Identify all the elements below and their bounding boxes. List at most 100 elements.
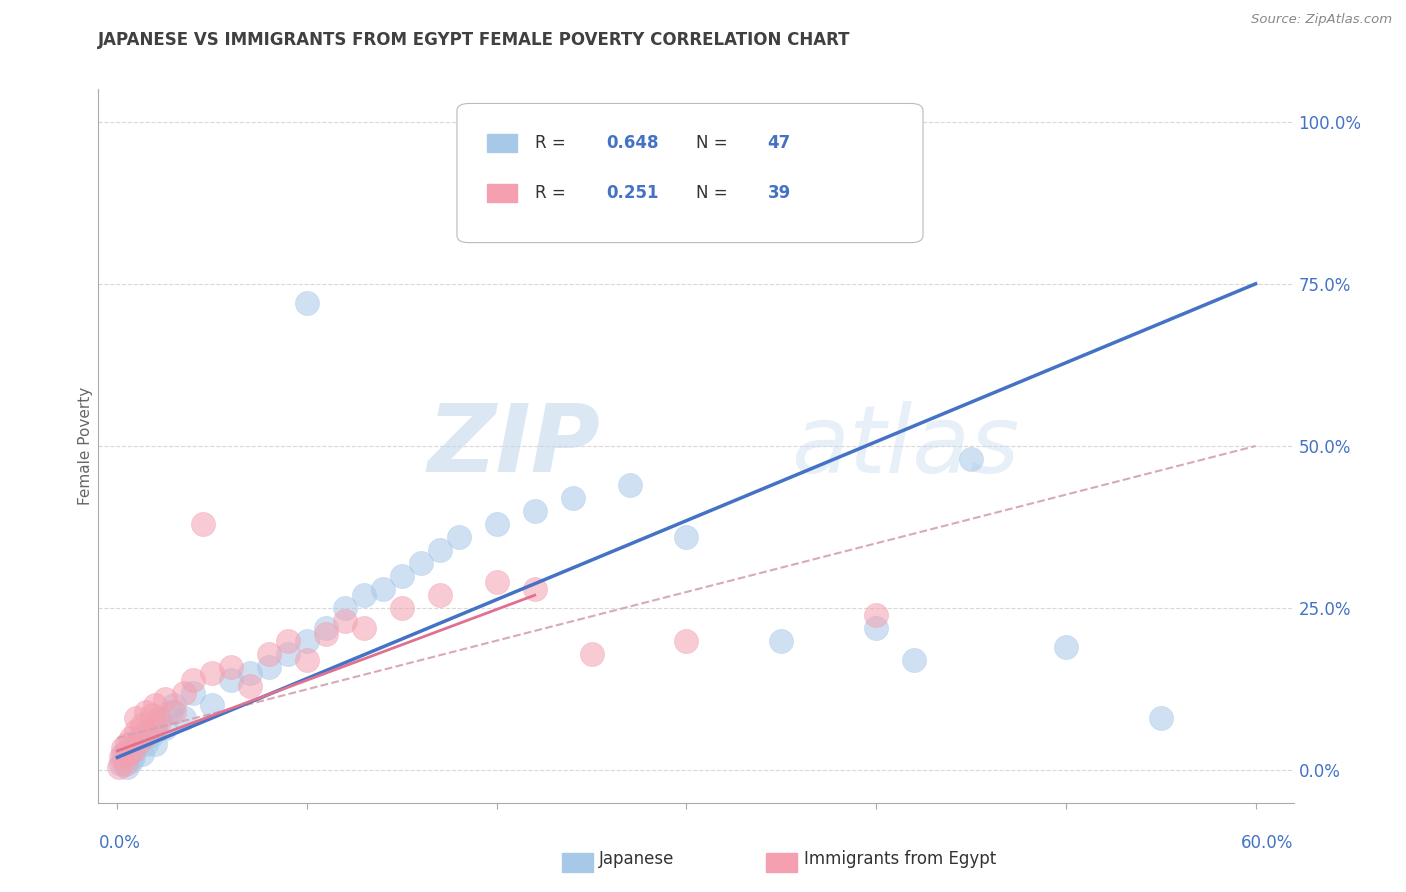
Point: [163, 705, 186, 719]
Point: [143, 721, 166, 735]
Point: [129, 731, 152, 745]
Point: [447, 530, 470, 544]
Point: [391, 601, 413, 615]
Point: [485, 516, 508, 531]
Point: [201, 666, 224, 681]
Point: [159, 705, 181, 719]
Point: [523, 504, 546, 518]
Point: [143, 698, 166, 713]
Y-axis label: Female Poverty: Female Poverty: [77, 387, 93, 505]
Point: [143, 718, 166, 732]
Text: N =: N =: [696, 134, 733, 152]
Point: [277, 633, 299, 648]
Point: [153, 721, 176, 735]
Point: [391, 568, 413, 582]
Text: 60.0%: 60.0%: [1241, 834, 1294, 852]
Point: [257, 647, 280, 661]
Point: [148, 714, 170, 729]
Text: R =: R =: [534, 134, 571, 152]
Point: [173, 685, 195, 699]
Point: [353, 621, 375, 635]
Point: [121, 744, 143, 758]
Point: [201, 698, 224, 713]
Bar: [486, 134, 517, 152]
Point: [115, 738, 138, 752]
Point: [429, 542, 451, 557]
Point: [239, 666, 262, 681]
Point: [485, 575, 508, 590]
Point: [295, 653, 318, 667]
Point: [135, 738, 157, 752]
Point: [131, 718, 153, 732]
Text: 47: 47: [768, 134, 792, 152]
Point: [191, 516, 214, 531]
Point: [153, 692, 176, 706]
Text: 0.251: 0.251: [606, 184, 659, 202]
Point: [277, 647, 299, 661]
Point: [125, 734, 148, 748]
Point: [219, 673, 242, 687]
Point: [135, 724, 157, 739]
Point: [429, 588, 451, 602]
Text: Source: ZipAtlas.com: Source: ZipAtlas.com: [1251, 13, 1392, 27]
Point: [181, 673, 204, 687]
Point: [295, 296, 318, 310]
Point: [112, 747, 135, 761]
Point: [295, 633, 318, 648]
Text: Immigrants from Egypt: Immigrants from Egypt: [804, 850, 997, 868]
Point: [865, 607, 887, 622]
Point: [118, 747, 141, 761]
Point: [409, 556, 432, 570]
Point: [141, 708, 163, 723]
Point: [135, 705, 157, 719]
Point: [173, 711, 195, 725]
Point: [131, 747, 153, 761]
Text: 0.0%: 0.0%: [98, 834, 141, 852]
Point: [257, 659, 280, 673]
Point: [1150, 711, 1173, 725]
Point: [141, 728, 163, 742]
Point: [619, 478, 641, 492]
Text: N =: N =: [696, 184, 733, 202]
Text: R =: R =: [534, 184, 571, 202]
Text: ZIP: ZIP: [427, 400, 600, 492]
Point: [115, 744, 138, 758]
Point: [148, 711, 170, 725]
Text: Japanese: Japanese: [599, 850, 675, 868]
Point: [865, 621, 887, 635]
Point: [143, 738, 166, 752]
Point: [903, 653, 925, 667]
Point: [675, 530, 697, 544]
FancyBboxPatch shape: [457, 103, 922, 243]
Point: [770, 633, 793, 648]
Point: [125, 724, 148, 739]
Point: [219, 659, 242, 673]
Point: [333, 601, 356, 615]
Point: [163, 698, 186, 713]
Point: [371, 582, 394, 596]
Point: [112, 740, 135, 755]
Point: [120, 731, 142, 745]
Text: 0.648: 0.648: [606, 134, 659, 152]
Point: [125, 740, 148, 755]
Point: [1054, 640, 1077, 654]
Point: [110, 750, 132, 764]
Point: [960, 452, 983, 467]
Point: [129, 734, 152, 748]
Bar: [486, 184, 517, 202]
Point: [121, 750, 143, 764]
Point: [353, 588, 375, 602]
Point: [239, 679, 262, 693]
Point: [108, 760, 131, 774]
Point: [523, 582, 546, 596]
Point: [561, 491, 583, 505]
Point: [110, 756, 132, 771]
Text: atlas: atlas: [792, 401, 1019, 491]
Point: [135, 728, 157, 742]
Point: [315, 627, 337, 641]
Point: [581, 647, 603, 661]
Point: [315, 621, 337, 635]
Point: [120, 754, 142, 768]
Point: [333, 614, 356, 628]
Text: JAPANESE VS IMMIGRANTS FROM EGYPT FEMALE POVERTY CORRELATION CHART: JAPANESE VS IMMIGRANTS FROM EGYPT FEMALE…: [98, 31, 851, 49]
